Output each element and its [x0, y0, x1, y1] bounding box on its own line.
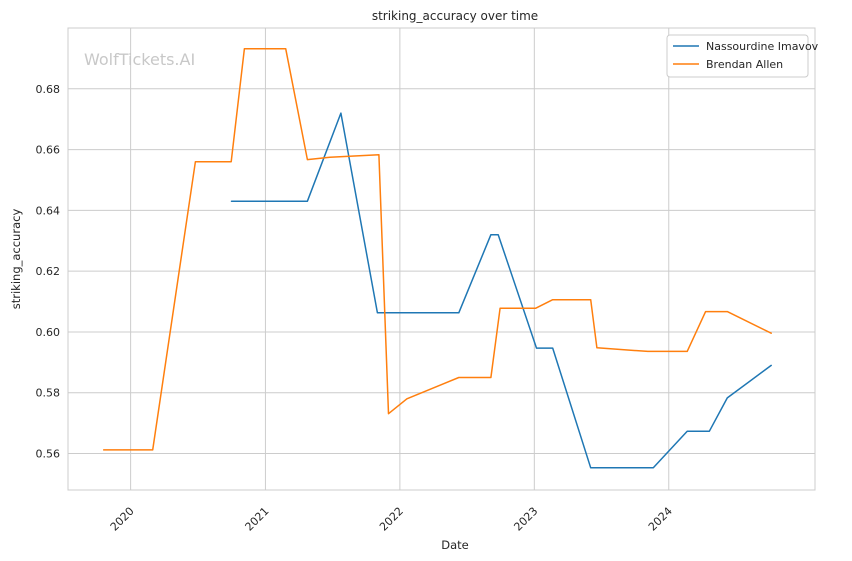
chart-title: striking_accuracy over time: [372, 9, 538, 23]
y-tick-label: 0.66: [36, 144, 61, 157]
y-axis-label: striking_accuracy: [9, 209, 23, 310]
x-axis-label: Date: [441, 538, 469, 552]
y-tick-label: 0.58: [36, 387, 61, 400]
legend-box: [666, 34, 809, 78]
watermark: WolfTickets.AI: [84, 50, 195, 69]
legend-label-brendan-allen: Brendan Allen: [706, 58, 783, 71]
series-line-brendan-allen: [102, 47, 772, 451]
series-layer: [102, 47, 772, 469]
series-line-nassourdine-imavov: [230, 112, 772, 469]
legend-label-nassourdine-imavov: Nassourdine Imavov: [706, 40, 819, 53]
y-tick-label: 0.60: [36, 326, 61, 339]
y-tick-label: 0.56: [36, 448, 61, 461]
plot-frame: [67, 27, 816, 491]
grid: [68, 28, 815, 490]
y-tick-labels: 0.56 0.58 0.60 0.62 0.64 0.66 0.68: [36, 83, 61, 461]
y-tick-label: 0.64: [36, 204, 61, 217]
legend: Nassourdine Imavov Brendan Allen: [666, 34, 819, 78]
y-tick-label: 0.62: [36, 265, 61, 278]
y-tick-label: 0.68: [36, 83, 61, 96]
